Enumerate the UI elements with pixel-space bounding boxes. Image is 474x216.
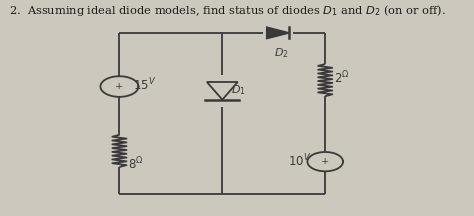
Polygon shape [267,27,289,38]
Text: +: + [321,157,329,166]
Text: 2.  Assuming ideal diode models, find status of diodes $D_1$ and $D_2$ (on or of: 2. Assuming ideal diode models, find sta… [9,3,446,18]
Text: +: + [115,82,124,91]
Text: $15^V$: $15^V$ [133,77,156,94]
Text: $8^{\Omega}$: $8^{\Omega}$ [128,156,144,172]
Text: $D_1$: $D_1$ [231,83,246,97]
Text: $D_2$: $D_2$ [274,46,289,60]
Text: $2^{\Omega}$: $2^{\Omega}$ [334,70,349,86]
Text: $10^V$: $10^V$ [288,152,311,169]
